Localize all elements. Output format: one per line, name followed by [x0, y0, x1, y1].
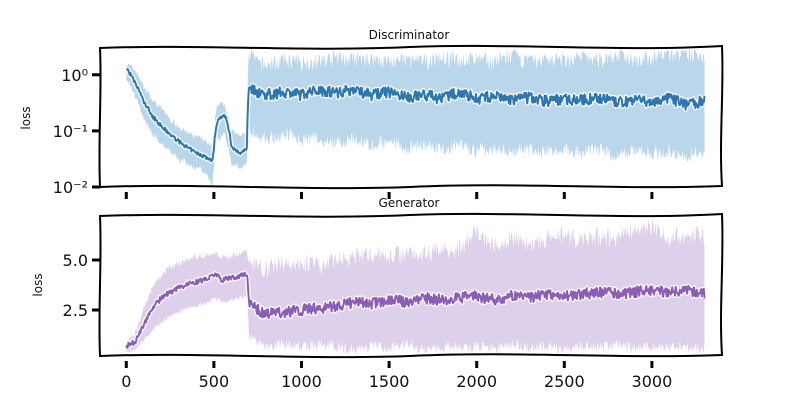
mean-line: [126, 68, 706, 163]
x-tick-label: 1000: [281, 372, 322, 391]
x-tick-label: 2000: [456, 372, 497, 391]
generator-y-ticks: 5.0 2.5: [63, 251, 100, 320]
generator-x-ticks: 0 500 1000 1500 2000 2500 3000: [121, 361, 672, 391]
x-tick-label: 3000: [632, 372, 673, 391]
y-tick-label: 10⁻²: [53, 178, 88, 197]
generator-y-axis-label: loss: [31, 273, 45, 296]
x-tick-label: 1500: [369, 372, 410, 391]
mean-line: [125, 271, 706, 349]
y-tick-label: 10⁰: [61, 66, 88, 85]
generator-plot-frame: [98, 212, 724, 359]
discriminator-plot-frame: [98, 44, 724, 190]
discriminator-y-axis-label: loss: [19, 106, 33, 129]
x-tick-label: 500: [199, 372, 230, 391]
generator-mean-line: [124, 270, 707, 351]
discriminator-panel: Discriminator loss 10⁰ 10⁻¹ 10⁻²: [19, 28, 724, 199]
discriminator-title: Discriminator: [369, 28, 450, 42]
discriminator-x-ticks: [124, 192, 654, 199]
discriminator-mean-line: [124, 66, 707, 164]
y-tick-label: 10⁻¹: [53, 122, 88, 141]
generator-range-band: [126, 218, 705, 355]
range-band-area: [126, 49, 705, 186]
discriminator-y-ticks: 10⁰ 10⁻¹ 10⁻²: [53, 66, 100, 197]
range-band-area: [126, 218, 705, 355]
generator-title: Generator: [379, 196, 440, 210]
y-tick-label: 5.0: [63, 251, 88, 270]
discriminator-range-band: [126, 49, 705, 186]
x-tick-label: 2500: [544, 372, 585, 391]
generator-panel: Generator loss 5.0 2.5 0 500 1000 1500 2000 25…: [31, 196, 724, 391]
x-tick-label: 0: [121, 372, 131, 391]
y-tick-label: 2.5: [63, 301, 88, 320]
